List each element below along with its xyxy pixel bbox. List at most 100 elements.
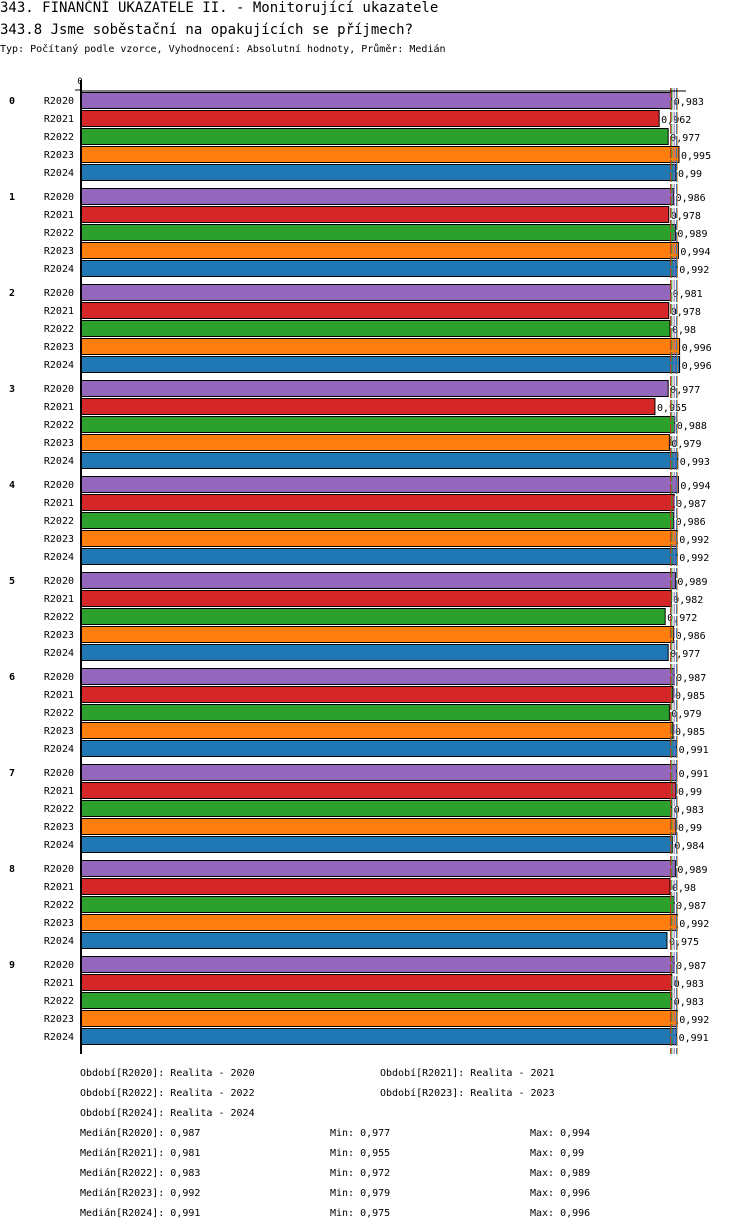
category-label: 1 — [9, 192, 15, 203]
bar — [80, 896, 675, 913]
legend-item: Období[R2022]: Realita - 2022 — [80, 1088, 255, 1099]
bar — [80, 260, 678, 277]
bar — [80, 284, 672, 301]
data-label: 0,983 — [674, 997, 704, 1008]
stat-median: Medián[R2022]: 0,983 — [80, 1168, 201, 1179]
data-label: 0,992 — [679, 1015, 709, 1026]
stat-max: Max: 0,989 — [530, 1168, 591, 1179]
category-label: 6 — [9, 672, 15, 683]
series-row-label: R2021 — [44, 690, 74, 701]
chart-subtitle: Typ: Počítaný podle vzorce, Vyhodnocení:… — [0, 44, 446, 55]
bar — [80, 818, 677, 835]
bar — [80, 626, 675, 643]
bar — [80, 608, 666, 625]
series-row-label: R2022 — [44, 804, 74, 815]
series-row-label: R2024 — [44, 840, 74, 851]
data-label: 0,978 — [671, 211, 701, 222]
bar — [80, 146, 680, 163]
series-row-label: R2024 — [44, 744, 74, 755]
data-label: 0,981 — [673, 289, 703, 300]
bar — [80, 860, 676, 877]
data-label: 0,99 — [678, 169, 702, 180]
series-row-label: R2023 — [44, 1014, 74, 1025]
bar — [80, 572, 676, 589]
data-label: 0,992 — [679, 265, 709, 276]
bar — [80, 110, 660, 127]
data-label: 0,983 — [674, 805, 704, 816]
stat-max: Max: 0,996 — [530, 1188, 591, 1199]
data-label: 0,993 — [680, 457, 710, 468]
series-row-label: R2023 — [44, 150, 74, 161]
bar — [80, 668, 675, 685]
data-label: 0,984 — [674, 841, 704, 852]
series-row-label: R2022 — [44, 228, 74, 239]
series-row-label: R2021 — [44, 498, 74, 509]
legend-item: Období[R2023]: Realita - 2023 — [380, 1088, 555, 1099]
series-row-label: R2022 — [44, 996, 74, 1007]
data-label: 0,994 — [680, 247, 710, 258]
data-label: 0,991 — [679, 745, 709, 756]
bar — [80, 1010, 678, 1027]
stat-median: Medián[R2024]: 0,991 — [80, 1208, 201, 1219]
series-row-label: R2021 — [44, 594, 74, 605]
series-row-label: R2022 — [44, 516, 74, 527]
data-label: 0,989 — [677, 229, 707, 240]
series-row-label: R2020 — [44, 96, 74, 107]
data-label: 0,992 — [679, 553, 709, 564]
series-row-label: R2020 — [44, 672, 74, 683]
series-row-label: R2023 — [44, 630, 74, 641]
data-label: 0,977 — [670, 385, 700, 396]
bar — [80, 320, 671, 337]
bar — [80, 1028, 678, 1045]
bar — [80, 398, 656, 415]
stat-max: Max: 0,996 — [530, 1208, 591, 1219]
stat-max: Max: 0,99 — [530, 1148, 585, 1159]
legend-item: Období[R2021]: Realita - 2021 — [380, 1068, 555, 1079]
category-label: 2 — [9, 288, 15, 299]
bar — [80, 764, 678, 781]
data-label: 0,99 — [678, 823, 702, 834]
series-row-label: R2021 — [44, 114, 74, 125]
category-label: 5 — [9, 576, 15, 587]
data-label: 0,988 — [677, 421, 707, 432]
bar — [80, 974, 673, 991]
series-row-label: R2023 — [44, 342, 74, 353]
series-row-label: R2024 — [44, 264, 74, 275]
bar — [80, 932, 668, 949]
series-row-label: R2023 — [44, 918, 74, 929]
data-label: 0,994 — [680, 481, 710, 492]
series-row-label: R2023 — [44, 438, 74, 449]
bar — [80, 92, 673, 109]
data-label: 0,977 — [670, 133, 700, 144]
category-label: 3 — [9, 384, 15, 395]
data-label: 0,98 — [672, 883, 696, 894]
data-label: 0,985 — [675, 727, 705, 738]
bar — [80, 722, 674, 739]
data-label: 0,992 — [679, 919, 709, 930]
series-row-label: R2020 — [44, 960, 74, 971]
bar — [80, 914, 678, 931]
bar — [80, 740, 678, 757]
bar — [80, 242, 679, 259]
legend-item: Období[R2024]: Realita - 2024 — [80, 1108, 255, 1119]
series-row-label: R2023 — [44, 822, 74, 833]
question-title: 343.8 Jsme soběstační na opakujících se … — [0, 22, 414, 38]
data-label: 0,979 — [671, 709, 701, 720]
data-label: 0,996 — [682, 343, 712, 354]
bar — [80, 704, 670, 721]
bar — [80, 188, 675, 205]
data-label: 0,995 — [681, 151, 711, 162]
stat-median: Medián[R2021]: 0,981 — [80, 1148, 201, 1159]
series-row-label: R2023 — [44, 726, 74, 737]
series-row-label: R2021 — [44, 978, 74, 989]
series-row-label: R2024 — [44, 456, 74, 467]
series-row-label: R2022 — [44, 708, 74, 719]
data-label: 0,987 — [676, 901, 706, 912]
data-label: 0,987 — [676, 673, 706, 684]
bar — [80, 782, 677, 799]
data-label: 0,987 — [676, 499, 706, 510]
series-row-label: R2020 — [44, 864, 74, 875]
series-row-label: R2024 — [44, 360, 74, 371]
bar — [80, 476, 679, 493]
bar — [80, 356, 681, 373]
